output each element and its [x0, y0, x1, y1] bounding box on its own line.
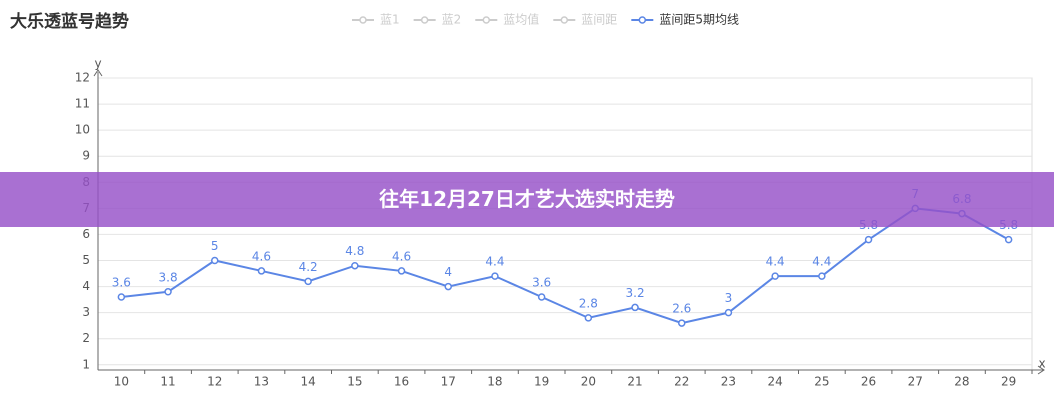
- x-tick-label: 22: [674, 375, 689, 389]
- y-tick-label: 5: [82, 253, 90, 267]
- x-tick-label: 27: [908, 375, 923, 389]
- y-tick-label: 1: [82, 357, 90, 371]
- data-label: 4.6: [252, 249, 271, 263]
- y-axis-label: y: [94, 57, 101, 71]
- x-tick-label: 11: [160, 375, 175, 389]
- y-tick-label: 10: [75, 123, 90, 137]
- point: [864, 235, 873, 244]
- point: [444, 282, 452, 291]
- point: [491, 272, 499, 280]
- point: [351, 261, 359, 270]
- point: [771, 272, 779, 280]
- x-tick-label: 10: [114, 375, 129, 389]
- x-tick-label: 13: [254, 375, 269, 389]
- y-tick-label: 6: [82, 227, 90, 241]
- legend-label[interactable]: 蓝间距: [581, 13, 617, 27]
- point: [584, 314, 593, 322]
- data-label: 4.6: [392, 249, 411, 263]
- y-tick-label: 2: [82, 331, 90, 345]
- x-arrow: [1037, 365, 1045, 375]
- point: [397, 267, 406, 275]
- x-tick-label: 29: [1001, 375, 1016, 389]
- data-label: 2.8: [579, 296, 598, 310]
- data-label: 4.8: [345, 244, 364, 258]
- y-tick-label: 3: [82, 305, 90, 319]
- legend-symbol: [420, 16, 429, 24]
- point: [724, 308, 733, 317]
- y-tick-label: 11: [75, 97, 90, 111]
- x-tick-label: 20: [581, 375, 596, 389]
- point: [537, 293, 546, 301]
- x-tick-label: 15: [347, 375, 362, 389]
- point: [304, 277, 312, 286]
- point: [211, 256, 219, 265]
- x-tick-label: 19: [534, 375, 549, 389]
- y-tick-label: 4: [82, 279, 90, 293]
- legend-symbol: [638, 16, 647, 24]
- legend-symbol: [560, 16, 569, 24]
- plot: 1234567891011121011121314151617181920212…: [75, 71, 1033, 389]
- legend-label[interactable]: 蓝均值: [503, 12, 539, 27]
- point: [117, 293, 126, 301]
- data-label: 3.6: [112, 276, 131, 290]
- data-label: 4.4: [766, 255, 785, 269]
- data-label: 5: [211, 239, 219, 253]
- x-tick-label: 21: [627, 375, 642, 389]
- data-label: 4: [444, 265, 452, 279]
- chart-title: 大乐透蓝号趋势: [10, 11, 129, 32]
- point: [631, 303, 639, 312]
- point: [164, 288, 172, 296]
- data-label: 3: [725, 291, 733, 305]
- data-label: 3.8: [159, 270, 178, 284]
- x-tick-label: 18: [487, 375, 502, 389]
- data-label: 4.4: [485, 255, 504, 269]
- data-label: 3.2: [626, 286, 645, 300]
- point: [678, 319, 686, 327]
- x-tick-label: 23: [721, 375, 736, 389]
- point: [1004, 235, 1013, 244]
- point: [257, 267, 266, 275]
- data-label: 4.2: [299, 260, 318, 274]
- x-tick-label: 25: [814, 375, 829, 389]
- y-tick-label: 12: [75, 71, 90, 85]
- x-tick-label: 24: [768, 375, 783, 389]
- data-label: 2.6: [672, 302, 691, 316]
- x-tick-label: 26: [861, 375, 876, 389]
- legend-label[interactable]: 蓝1: [380, 13, 400, 27]
- y-arrow: [93, 69, 103, 77]
- x-tick-label: 12: [207, 375, 222, 389]
- data-label: 4.4: [812, 255, 831, 269]
- x-tick-label: 28: [954, 375, 969, 389]
- overlay-banner: 往年12月27日才艺大选实时走势: [0, 172, 1054, 227]
- legend-label[interactable]: 蓝间距5期均线: [659, 13, 739, 27]
- legend-symbol: [359, 16, 367, 24]
- x-tick-label: 16: [394, 375, 409, 389]
- x-tick-label: 17: [441, 375, 456, 389]
- y-tick-label: 9: [82, 149, 90, 163]
- data-label: 3.6: [532, 276, 551, 290]
- legend-label[interactable]: 蓝2: [442, 13, 462, 27]
- x-tick-label: 14: [301, 375, 316, 389]
- x-axis-label: x: [1038, 357, 1045, 371]
- point: [818, 272, 826, 280]
- legend-symbol: [482, 16, 491, 24]
- series-line: [121, 207, 1010, 325]
